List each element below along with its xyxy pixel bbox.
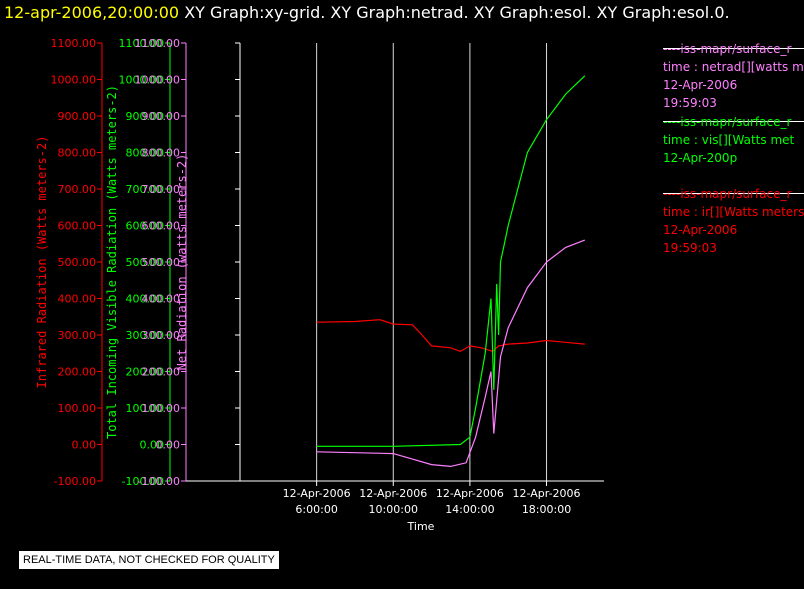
series-line-2 [316, 239, 586, 468]
y-tick-label: 600.00 [126, 220, 165, 233]
y-tick-label: 600.00 [142, 220, 181, 233]
x-tick-label-time: 14:00:00 [445, 503, 494, 516]
y-tick-label: 600.00 [58, 220, 97, 233]
legend-line: time : ir[][Watts meters [663, 205, 804, 219]
legend-line: ----iss-mapr/surface_r [663, 42, 792, 56]
y-tick-label: 200.00 [58, 366, 97, 379]
y-tick-label: 700.00 [58, 183, 97, 196]
x-tick-label-date: 12-Apr-2006 [513, 487, 581, 500]
y-tick-label: 0.00 [140, 439, 165, 452]
y-tick-label: 200.00 [142, 366, 181, 379]
legend-line: ----iss-mapr/surface_r [663, 187, 792, 201]
y-tick-label: 800.00 [126, 147, 165, 160]
timestamp: 12-apr-2006,20:00:00 [4, 3, 180, 22]
x-axis-title: Time [407, 520, 435, 533]
legend-rule [663, 193, 804, 194]
y-tick-label: 300.00 [142, 329, 181, 342]
y-tick-label: 1100.00 [51, 37, 97, 50]
y-axis-title: Infrared Radiation (Watts meters-2) [35, 136, 49, 389]
y-tick-label: 400.00 [142, 293, 181, 306]
y-tick-label: 1100.00 [135, 37, 181, 50]
y-tick-label: 900.00 [142, 110, 181, 123]
legend-rule [663, 121, 804, 122]
y-tick-label: -100.00 [138, 475, 180, 488]
y-tick-label: 400.00 [58, 293, 97, 306]
y-tick-label: 400.00 [126, 293, 165, 306]
legend-line: 12-Apr-200p [663, 151, 738, 165]
y-tick-label: 300.00 [58, 329, 97, 342]
y-axis-title: Net Radiation (watts meters-2) [175, 154, 189, 371]
x-tick-label-time: 18:00:00 [522, 503, 571, 516]
y-tick-label: 1000.00 [119, 74, 165, 87]
legend-line: 12-Apr-2006 [663, 78, 738, 92]
y-tick-label: 100.00 [142, 402, 181, 415]
y-tick-label: 900.00 [126, 110, 165, 123]
legend-line: time : netrad[][watts m [663, 60, 804, 74]
y-axis-title: Total Incoming Visible Radiation (Watts … [105, 85, 119, 439]
y-tick-label: 1100.00 [119, 37, 165, 50]
y-tick-label: 0.00 [156, 439, 181, 452]
quality-notice: REAL-TIME DATA, NOT CHECKED FOR QUALITY [19, 551, 279, 569]
y-tick-label: 900.00 [58, 110, 97, 123]
legend-line: time : vis[][Watts met [663, 133, 795, 147]
x-tick-label-time: 10:00:00 [369, 503, 418, 516]
y-tick-label: 1000.00 [51, 74, 97, 87]
series-line-0 [316, 319, 585, 353]
y-tick-label: 500.00 [58, 256, 97, 269]
y-tick-label: -100.00 [122, 475, 164, 488]
y-tick-label: 800.00 [142, 147, 181, 160]
x-tick-label-date: 12-Apr-2006 [283, 487, 351, 500]
legend-line: ----iss-mapr/surface_r [663, 115, 792, 129]
series-line-1 [316, 75, 586, 447]
y-tick-label: 700.00 [142, 183, 181, 196]
y-tick-label: 200.00 [126, 366, 165, 379]
y-tick-label: 300.00 [126, 329, 165, 342]
x-tick-label-date: 12-Apr-2006 [359, 487, 427, 500]
header: 12-apr-2006,20:00:00 XY Graph:xy-grid. X… [4, 3, 730, 22]
x-tick-label-date: 12-Apr-2006 [436, 487, 504, 500]
y-tick-label: 800.00 [58, 147, 97, 160]
y-tick-label: 500.00 [126, 256, 165, 269]
y-tick-label: 100.00 [58, 402, 97, 415]
y-tick-label: 0.00 [72, 439, 97, 452]
legend-line: 19:59:03 [663, 96, 717, 110]
x-tick-label-time: 6:00:00 [295, 503, 337, 516]
y-tick-label: 100.00 [126, 402, 165, 415]
y-tick-label: 700.00 [126, 183, 165, 196]
y-tick-label: 500.00 [142, 256, 181, 269]
legend-rule [663, 48, 804, 49]
legend-line: 12-Apr-2006 [663, 223, 738, 237]
legend-line: 19:59:03 [663, 241, 717, 255]
y-tick-label: -100.00 [54, 475, 96, 488]
graph-titles: XY Graph:xy-grid. XY Graph:netrad. XY Gr… [184, 3, 730, 22]
y-tick-label: 1000.00 [135, 74, 181, 87]
